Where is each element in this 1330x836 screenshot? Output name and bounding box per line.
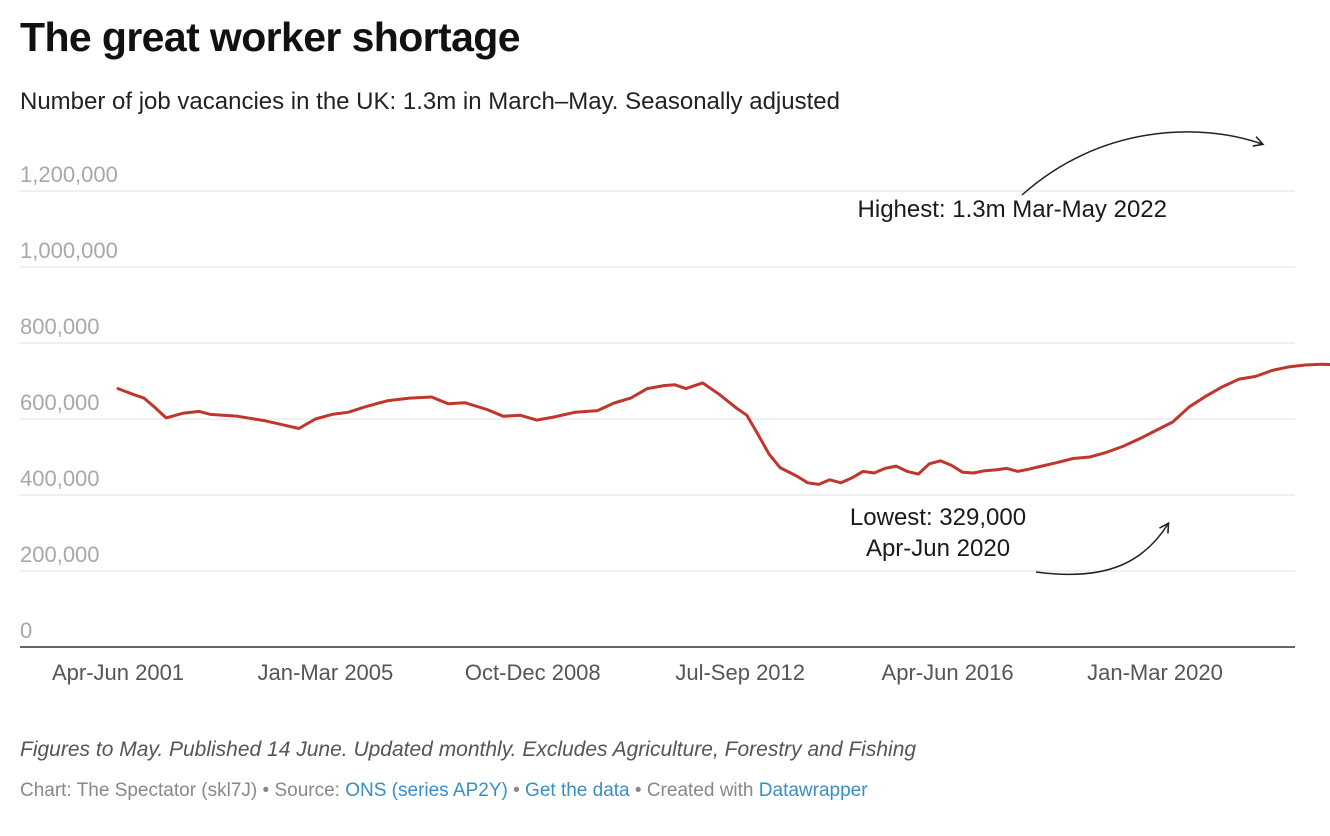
lowest-annotation-line-2: Apr-Jun 2020 <box>866 535 1010 562</box>
created-with-text: • Created with <box>629 780 759 801</box>
vacancies-series-line <box>116 362 1330 486</box>
y-tick-label: 600,000 <box>20 390 100 415</box>
highest-arrow <box>1021 131 1265 196</box>
source-link[interactable]: ONS (series AP2Y) <box>345 780 508 801</box>
y-tick-label: 1,000,000 <box>20 238 118 263</box>
highest-annotation: Highest: 1.3m Mar-May 2022 <box>858 196 1167 223</box>
y-tick-label: 200,000 <box>20 542 100 567</box>
chart-notes: Figures to May. Published 14 June. Updat… <box>20 738 917 761</box>
datawrapper-link[interactable]: Datawrapper <box>758 780 868 801</box>
credit-separator: • <box>507 780 526 801</box>
y-tick-label: 400,000 <box>20 466 100 491</box>
annotations: Highest: 1.3m Mar-May 2022 Lowest: 329,0… <box>850 131 1265 576</box>
y-tick-label: 0 <box>20 618 32 643</box>
x-tick-label: Jul-Sep 2012 <box>675 660 805 685</box>
y-tick-label: 1,200,000 <box>20 162 118 187</box>
x-axis: Apr-Jun 2001 Jan-Mar 2005 Oct-Dec 2008 Jul-… <box>20 646 1295 685</box>
x-tick-label: Apr-Jun 2001 <box>52 660 184 685</box>
get-data-link[interactable]: Get the data <box>525 780 630 801</box>
chart-title: The great worker shortage <box>20 14 521 60</box>
x-tick-label: Apr-Jun 2016 <box>882 660 1014 685</box>
chart-subtitle: Number of job vacancies in the UK: 1.3m … <box>20 88 840 115</box>
chart-credits: Chart: The Spectator (skl7J) • Source: O… <box>20 780 868 802</box>
series-group <box>116 362 1330 486</box>
x-tick-label: Oct-Dec 2008 <box>465 660 601 685</box>
lowest-annotation-line-1: Lowest: 329,000 <box>850 504 1026 531</box>
lowest-arrow <box>1035 521 1170 576</box>
x-tick-label: Jan-Mar 2020 <box>1087 660 1223 685</box>
gridlines <box>20 190 1295 572</box>
line-chart: 0 200,000 400,000 600,000 800,000 1,000,000 1,… <box>20 131 1330 685</box>
y-axis: 0 200,000 400,000 600,000 800,000 1,000,000 1,… <box>20 162 118 643</box>
credit-prefix: Chart: The Spectator (skl7J) • Source: <box>20 780 346 801</box>
y-tick-label: 800,000 <box>20 314 100 339</box>
x-tick-label: Jan-Mar 2005 <box>258 660 394 685</box>
